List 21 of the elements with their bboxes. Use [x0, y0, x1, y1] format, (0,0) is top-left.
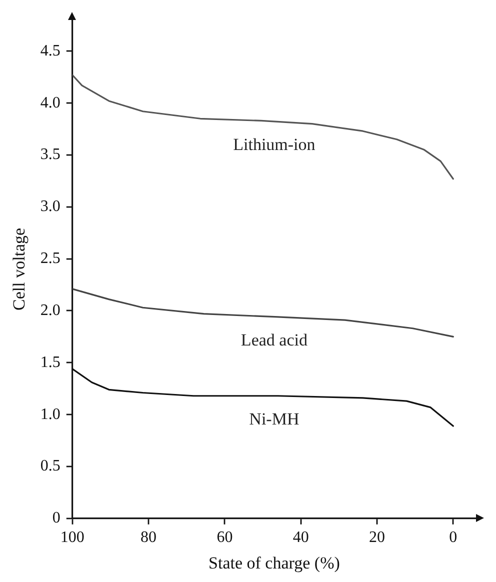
- y-tick-label: 0.5: [40, 458, 60, 475]
- x-tick-label: 20: [369, 529, 386, 546]
- x-tick-label: 100: [60, 529, 84, 546]
- y-tick-label: 3.5: [40, 146, 60, 164]
- y-tick-label: 2.0: [40, 302, 60, 319]
- y-axis-title: Cell voltage: [10, 228, 29, 311]
- x-axis-title: State of charge (%): [208, 553, 340, 572]
- series-label: Lead acid: [240, 330, 308, 350]
- x-tick-label: 80: [140, 529, 157, 546]
- y-tick-label: 1.0: [40, 406, 60, 423]
- series-label: Lithium-ion: [233, 134, 316, 154]
- y-tick-label: 4.0: [40, 94, 60, 112]
- series-label: Ni-MH: [249, 409, 300, 428]
- y-tick-label: 2.5: [40, 250, 60, 268]
- x-tick-label: 40: [292, 529, 309, 546]
- y-tick-label: 3.0: [40, 198, 60, 216]
- x-tick-label: 60: [216, 529, 233, 546]
- y-tick-label: 1.5: [40, 354, 60, 371]
- y-tick-label: 0: [52, 510, 60, 527]
- x-tick-label: 0: [449, 529, 458, 546]
- y-tick-label: 4.5: [40, 42, 60, 60]
